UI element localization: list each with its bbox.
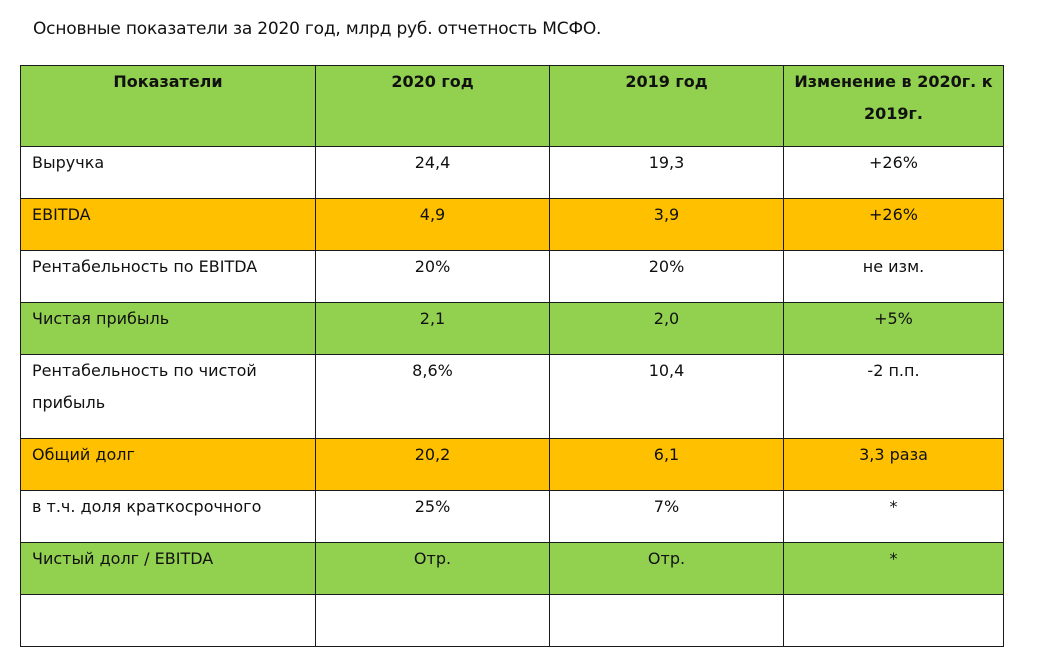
row-label: Чистая прибыль [20, 302, 316, 355]
table-row: Выручка 24,4 19,3 +26% [20, 146, 1004, 199]
value-2019: 10,4 [549, 354, 784, 439]
value-2019: 6,1 [549, 438, 784, 491]
value-2020: 2,1 [315, 302, 550, 355]
row-label [20, 594, 316, 647]
row-label: Чистый долг / EBITDA [20, 542, 316, 595]
row-label: Общий долг [20, 438, 316, 491]
value-2020: Отр. [315, 542, 550, 595]
row-label: в т.ч. доля краткосрочного [20, 490, 316, 543]
table-row: Чистый долг / EBITDA Отр. Отр. * [20, 542, 1004, 595]
value-2020: 20% [315, 250, 550, 303]
table-row: Чистая прибыль 2,1 2,0 +5% [20, 302, 1004, 355]
value-2019: 3,9 [549, 198, 784, 251]
table-row-empty [20, 594, 1004, 647]
value-2020: 24,4 [315, 146, 550, 199]
row-label: EBITDA [20, 198, 316, 251]
value-change: +26% [783, 198, 1004, 251]
value-2019: 7% [549, 490, 784, 543]
value-change: не изм. [783, 250, 1004, 303]
value-change: * [783, 542, 1004, 595]
table-row: EBITDA 4,9 3,9 +26% [20, 198, 1004, 251]
value-change: +5% [783, 302, 1004, 355]
value-2020: 8,6% [315, 354, 550, 439]
value-change: -2 п.п. [783, 354, 1004, 439]
row-label: Рентабельность по чистой прибыль [20, 354, 316, 439]
header-2019: 2019 год [549, 65, 784, 147]
row-label: Выручка [20, 146, 316, 199]
table-row: Общий долг 20,2 6,1 3,3 раза [20, 438, 1004, 491]
header-change: Изменение в 2020г. к 2019г. [783, 65, 1004, 147]
table-row: в т.ч. доля краткосрочного 25% 7% * [20, 490, 1004, 543]
table-row: Рентабельность по EBITDA 20% 20% не изм. [20, 250, 1004, 303]
row-label: Рентабельность по EBITDA [20, 250, 316, 303]
header-2020: 2020 год [315, 65, 550, 147]
value-2020: 4,9 [315, 198, 550, 251]
value-2020: 20,2 [315, 438, 550, 491]
document-title: Основные показатели за 2020 год, млрд ру… [33, 19, 602, 39]
value-change: * [783, 490, 1004, 543]
value-2019: 19,3 [549, 146, 784, 199]
value-change: 3,3 раза [783, 438, 1004, 491]
value-change: +26% [783, 146, 1004, 199]
table-header-row: Показатели 2020 год 2019 год Изменение в… [20, 65, 1004, 147]
value-2020: 25% [315, 490, 550, 543]
value-change [783, 594, 1004, 647]
value-2019: Отр. [549, 542, 784, 595]
value-2020 [315, 594, 550, 647]
indicators-table: Показатели 2020 год 2019 год Изменение в… [20, 65, 1004, 647]
value-2019 [549, 594, 784, 647]
table-row: Рентабельность по чистой прибыль 8,6% 10… [20, 354, 1004, 439]
header-indicator: Показатели [20, 65, 316, 147]
value-2019: 20% [549, 250, 784, 303]
value-2019: 2,0 [549, 302, 784, 355]
